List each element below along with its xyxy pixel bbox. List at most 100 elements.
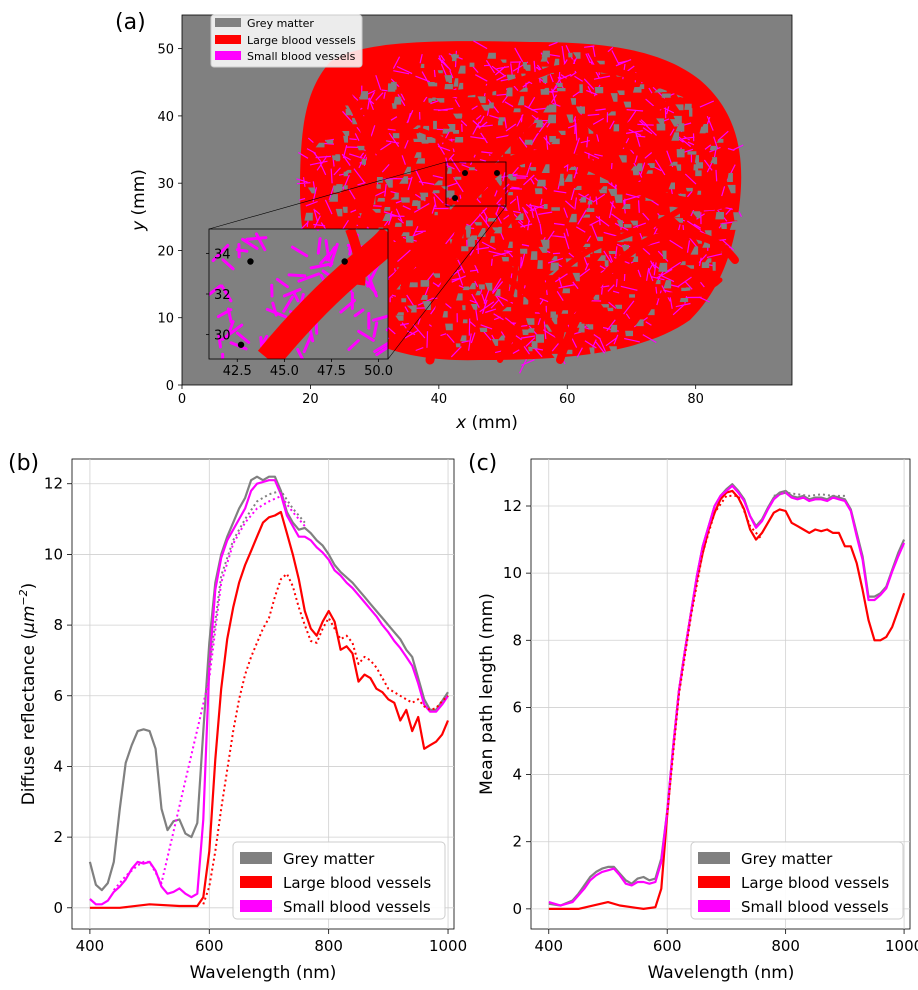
legend-grey-matter: Grey matter: [283, 850, 375, 868]
legend-small-vessels: Small blood vessels: [283, 898, 431, 916]
y-tick-label: 4: [53, 757, 63, 775]
zoom-box: [445, 161, 507, 207]
map-panel: 42.5 45.0 47.5 50.0 30 32 34 Grey matter Larg…: [129, 14, 793, 433]
x-tick-label: 80: [687, 392, 704, 407]
y-tick-label: 40: [157, 110, 174, 125]
zoom-connector-bottom: [387, 205, 507, 360]
legend-swatch-large: [698, 876, 730, 888]
y-tick-label: 8: [53, 616, 63, 634]
legend-large-vessels: Large blood vessels: [741, 874, 889, 892]
inset-x-tick-label: 45.0: [270, 364, 299, 379]
legend-swatch-large: [240, 876, 272, 888]
reflectance-y-axis-label: Diffuse reflectance (μm−2): [17, 583, 39, 806]
legend-swatch-small: [215, 51, 241, 60]
y-tick-label: 50: [157, 43, 174, 58]
map-frame: [181, 14, 793, 386]
vessel-network: [296, 40, 744, 374]
panel-label-a: (a): [115, 10, 146, 35]
map-legend: Grey matter Large blood vessels Small bl…: [210, 14, 363, 68]
inset-sample-point: [341, 258, 348, 265]
x-tick-label: 1000: [429, 937, 467, 955]
sample-point: [494, 170, 500, 176]
sample-point: [462, 170, 468, 176]
x-tick-label: 40: [431, 392, 448, 407]
dotted-series-line: [773, 491, 845, 497]
y-tick-label: 6: [53, 687, 63, 705]
reflectance-y-ticks: 0 2 4 6 8 10 12: [44, 475, 72, 917]
map-legend-box: [210, 14, 363, 68]
inset-y-tick-label: 30: [214, 329, 231, 344]
large-vessels: [325, 63, 739, 365]
legend-swatch-grey: [240, 852, 272, 864]
path-length-legend-box: [690, 841, 904, 920]
inset-sample-point: [237, 341, 245, 348]
panel-label-b: (b): [8, 451, 39, 476]
path-length-series: [548, 483, 906, 911]
y-tick-label: 0: [53, 899, 63, 917]
series-line-large-blood-vessels: [89, 510, 450, 909]
legend-swatch-small: [240, 900, 272, 912]
x-tick-label: 800: [771, 937, 800, 955]
reflectance-x-ticks: 400 600 800 1000: [76, 929, 467, 955]
panel-label-c: (c): [468, 451, 497, 476]
legend-large-vessels: Large blood vessels: [247, 34, 356, 47]
x-tick-label: 400: [534, 937, 563, 955]
y-tick-label: 10: [44, 545, 63, 563]
dotted-series-line: [666, 494, 763, 815]
x-tick-label: 0: [178, 392, 186, 407]
dotted-series-line: [208, 489, 306, 668]
inset-y-ticks: 30 32 34: [206, 247, 231, 344]
path-length-x-ticks: 400 600 800 1000: [534, 929, 918, 955]
inset-y-tick-label: 34: [214, 247, 231, 262]
reflectance-series: [88, 475, 450, 909]
map-y-ticks: 0 10 20 30 40 50: [157, 43, 182, 394]
path-length-x-axis-label: Wavelength (nm): [648, 963, 795, 983]
inset-y-tick-label: 32: [214, 288, 231, 303]
legend-swatch-small: [698, 900, 730, 912]
sample-point: [452, 195, 458, 201]
inset-vessel-branch: [345, 229, 366, 286]
y-tick-label: 6: [512, 698, 522, 716]
x-tick-label: 60: [559, 392, 576, 407]
path-length-y-axis-label: Mean path length (mm): [477, 593, 497, 795]
y-tick-label: 0: [166, 379, 174, 394]
legend-small-vessels: Small blood vessels: [741, 898, 889, 916]
legend-grey-matter: Grey matter: [247, 17, 314, 30]
x-tick-label: 400: [76, 937, 105, 955]
x-tick-label: 1000: [885, 937, 918, 955]
map-y-axis-label: y (mm): [129, 169, 149, 232]
y-tick-label: 4: [512, 766, 522, 784]
y-tick-label: 2: [512, 833, 522, 851]
map-x-axis-label: x (mm): [455, 413, 518, 433]
series-line-small-blood-vessels: [548, 484, 906, 907]
inset-vessels: [209, 229, 388, 359]
legend-grey-matter: Grey matter: [741, 850, 833, 868]
inset-points: [237, 258, 348, 348]
map-x-ticks: 0 20 40 60 80: [178, 385, 704, 407]
y-tick-label: 30: [157, 177, 174, 192]
legend-swatch-large: [215, 35, 241, 44]
inset-x-ticks: 42.5 45.0 47.5 50.0: [223, 359, 393, 379]
x-tick-label: 600: [653, 937, 682, 955]
inset-large-vessel: [257, 229, 388, 359]
y-tick-label: 10: [503, 564, 522, 582]
y-tick-label: 0: [512, 900, 522, 918]
y-tick-label: 12: [44, 475, 63, 493]
inset-x-tick-label: 42.5: [223, 364, 252, 379]
grey-matter-patches: [304, 50, 743, 364]
series-line-small-blood-vessels: [89, 479, 449, 906]
x-tick-label: 800: [314, 937, 343, 955]
inset-zoom: 42.5 45.0 47.5 50.0 30 32 34: [206, 228, 393, 379]
series-line-grey-matter: [88, 475, 449, 892]
inset-sample-point: [247, 258, 254, 265]
legend-swatch-grey: [215, 18, 241, 27]
zoom-connector-top: [208, 161, 447, 230]
y-tick-label: 2: [53, 828, 63, 846]
inset-x-tick-label: 50.0: [364, 364, 393, 379]
y-tick-label: 10: [157, 312, 174, 327]
y-tick-label: 12: [503, 497, 522, 515]
path-length-y-ticks: 0 2 4 6 8 10 12: [503, 497, 531, 918]
